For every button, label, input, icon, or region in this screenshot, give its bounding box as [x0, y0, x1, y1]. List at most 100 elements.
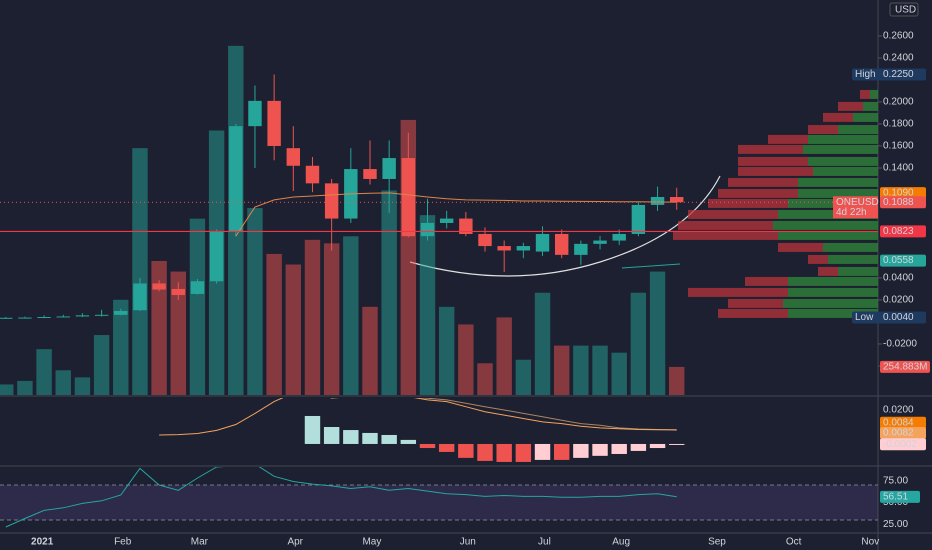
y-tick-label: -0.0200: [883, 339, 917, 350]
profile-down: [718, 308, 788, 318]
rsi-band: [0, 485, 878, 521]
histogram-bar: [343, 430, 359, 444]
countdown: 4d 22h: [836, 207, 867, 218]
volume-bar: [534, 292, 551, 395]
profile-up: [788, 308, 878, 318]
histogram-bar: [400, 439, 417, 444]
profile-up: [808, 134, 878, 144]
candle-body: [305, 165, 320, 184]
profile-up: [808, 156, 878, 166]
x-tick-label: Aug: [612, 537, 630, 548]
volume-bar: [553, 345, 570, 395]
price-label: 0.0558: [883, 255, 914, 266]
candle-body: [56, 316, 70, 318]
histogram-bar: [553, 443, 570, 460]
y-tick-label: 25.00: [883, 519, 908, 530]
price-label-bg: [880, 187, 926, 200]
volume-bar: [592, 345, 608, 395]
profile-down: [778, 242, 823, 252]
candle-body: [497, 246, 511, 251]
volume-bar: [304, 239, 321, 395]
volume-bar: [362, 306, 378, 395]
price-label-bg: [880, 225, 926, 238]
candle-body: [535, 233, 550, 252]
candle-body: [516, 246, 531, 251]
x-tick-label: Sep: [708, 537, 726, 548]
volume-bar: [496, 317, 512, 395]
candle-body: [114, 310, 128, 315]
volume-bar: [113, 299, 129, 395]
profile-down: [718, 188, 798, 198]
histogram-bar: [496, 443, 512, 462]
profile-down: [808, 254, 828, 264]
histogram-bar: [592, 443, 608, 456]
profile-up: [803, 144, 878, 154]
volume-bar: [630, 292, 647, 395]
value-label: 0.0084: [883, 417, 914, 428]
histogram-bar: [323, 427, 340, 444]
volume-bar: [247, 208, 263, 395]
profile-up: [788, 276, 878, 286]
candle-body: [420, 222, 435, 237]
volume-bar: [458, 324, 474, 395]
candle-body: [382, 158, 396, 179]
candle-body: [459, 218, 473, 234]
histogram-bar: [419, 443, 436, 449]
profile-up: [863, 101, 878, 111]
candle-body: [670, 197, 684, 203]
candle-body: [324, 183, 339, 219]
y-tick-label: 0.2000: [883, 97, 914, 108]
signal-line: [330, 398, 677, 431]
x-tick-label: Nov: [861, 537, 879, 548]
histogram-bar: [534, 443, 551, 460]
axes: 0.2600 0.2400 0.2000 0.1800 0.1600 0.1400 0.04…: [31, 2, 930, 548]
histogram-bar: [669, 443, 685, 445]
candle-body: [593, 240, 607, 244]
y-tick-label: 0.1800: [883, 119, 914, 130]
volume-bar: [0, 384, 14, 395]
histogram-bar: [458, 443, 474, 458]
profile-up: [773, 220, 878, 230]
y-tick-label: 0.0400: [883, 273, 914, 284]
candle-body: [286, 148, 301, 166]
symbol-name: ONEUSD: [836, 197, 879, 208]
profile-up: [778, 209, 878, 219]
candle-body: [478, 233, 492, 247]
volume-bar: [266, 253, 282, 395]
histogram-bar: [515, 443, 532, 462]
candle-body: [650, 197, 665, 205]
currency: USD: [895, 5, 916, 16]
candle-body: [248, 100, 262, 127]
candle-body: [363, 169, 377, 179]
profile-down: [860, 89, 870, 99]
candle-body: [133, 283, 147, 311]
histogram-bar: [477, 443, 493, 461]
histogram-bar: [381, 434, 397, 444]
volume-bar: [93, 335, 110, 395]
candle-body: [209, 231, 224, 282]
profile-down: [823, 112, 853, 122]
symbol-bg: [833, 196, 878, 219]
extreme-value: 0.0040: [883, 312, 914, 323]
candle-body: [171, 288, 185, 296]
macd-pane: [159, 398, 685, 462]
volume-bar: [477, 363, 493, 395]
candle-body: [439, 218, 454, 223]
price-label: 0.0823: [883, 226, 914, 237]
profile-down: [728, 177, 798, 187]
profile-up: [778, 230, 878, 240]
candle-body: [190, 281, 205, 294]
profile-up: [798, 177, 878, 187]
profile-down: [838, 101, 863, 111]
volume-bar: [17, 380, 33, 395]
price-label: 0.1090: [883, 188, 914, 199]
profile-up: [813, 166, 878, 176]
candle-body: [18, 317, 32, 319]
histogram-bar: [649, 443, 666, 449]
profile-down: [738, 156, 808, 166]
profile-up: [838, 125, 878, 135]
rsi-pane: [0, 467, 878, 528]
main-pane: [0, 45, 878, 395]
profile-up: [788, 287, 878, 297]
value-label-bg: [880, 438, 926, 451]
